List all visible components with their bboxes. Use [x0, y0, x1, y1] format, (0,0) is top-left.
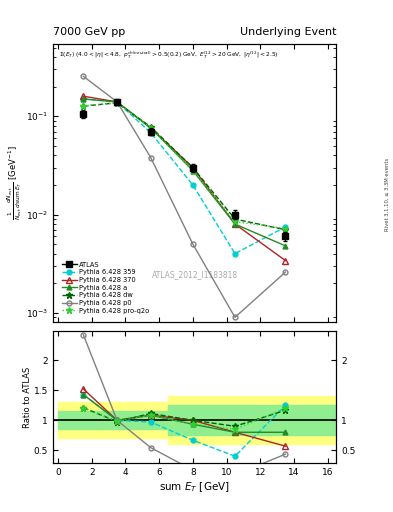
- Y-axis label: Ratio to ATLAS: Ratio to ATLAS: [24, 367, 33, 428]
- Text: $\Sigma(E_T)\ (4.0<|\eta|<4.8,\ p_T^{ch(neutral)}>0.5(0.2)\ \mathrm{GeV},\ E_T^{: $\Sigma(E_T)\ (4.0<|\eta|<4.8,\ p_T^{ch(…: [59, 49, 278, 60]
- Y-axis label: $\frac{1}{N_\mathrm{evt}}\frac{dN_\mathrm{evt}}{d\,\mathrm{sum}\,E_T}\ [\mathrm{: $\frac{1}{N_\mathrm{evt}}\frac{dN_\mathr…: [6, 145, 24, 220]
- Text: Rivet 3.1.10, ≥ 3.3M events: Rivet 3.1.10, ≥ 3.3M events: [385, 158, 389, 231]
- Legend: ATLAS, Pythia 6.428 359, Pythia 6.428 370, Pythia 6.428 a, Pythia 6.428 dw, Pyth: ATLAS, Pythia 6.428 359, Pythia 6.428 37…: [59, 259, 152, 316]
- Text: 7000 GeV pp: 7000 GeV pp: [53, 27, 125, 37]
- X-axis label: sum $E_T$ [GeV]: sum $E_T$ [GeV]: [159, 480, 230, 494]
- Text: ATLAS_2012_I1183818: ATLAS_2012_I1183818: [151, 270, 238, 280]
- Text: Underlying Event: Underlying Event: [239, 27, 336, 37]
